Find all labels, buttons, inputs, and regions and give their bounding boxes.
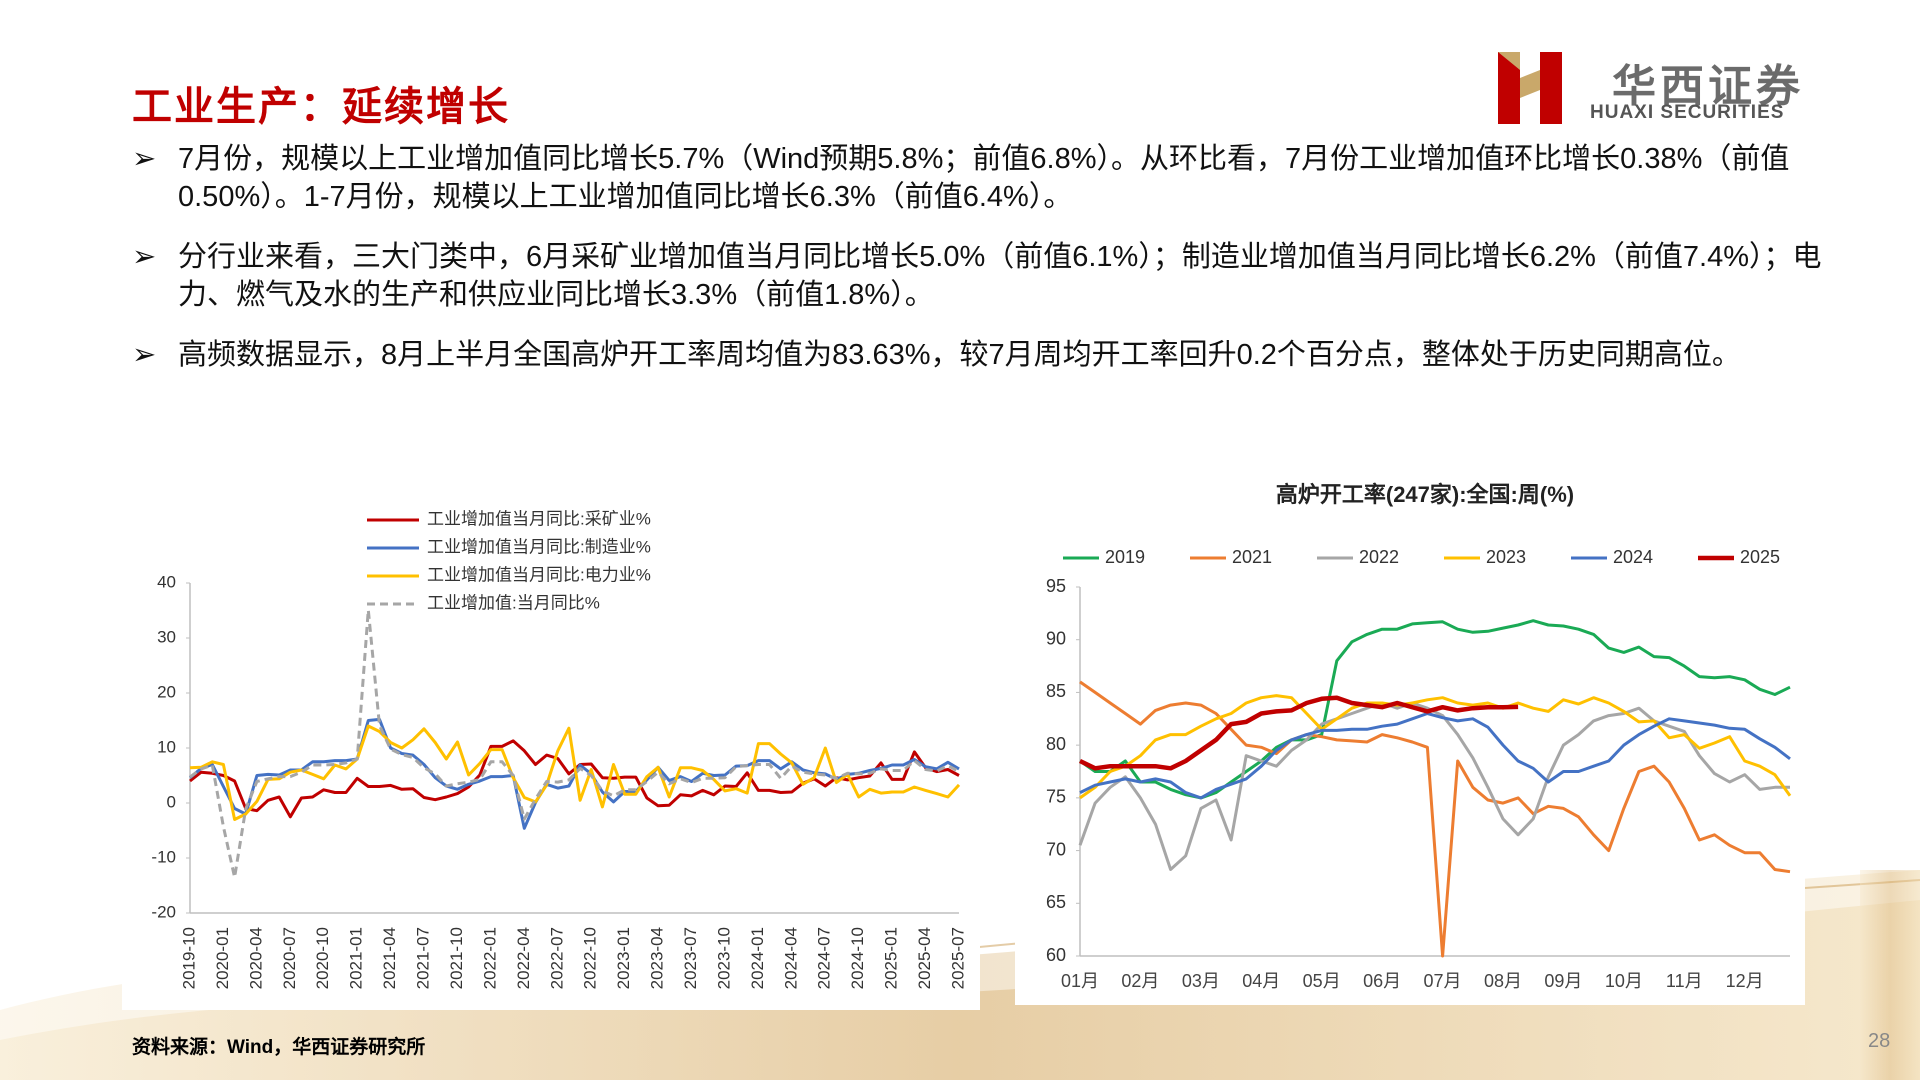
logo-mark (1498, 52, 1562, 124)
x-tick-label: 09月 (1544, 971, 1582, 991)
page-number: 28 (1868, 1030, 1891, 1052)
x-tick-label: 2022-10 (581, 927, 600, 989)
bullet: 分行业来看，三大门类中，6月采矿业增加值当月同比增长5.0%（前值6.1%）；制… (132, 238, 1832, 314)
x-tick-label: 2025-04 (915, 927, 934, 989)
series-line (1079, 695, 1519, 771)
y-tick-label: -10 (151, 847, 176, 866)
legend-label: 工业增加值当月同比:采矿业% (427, 509, 651, 528)
x-tick-label: 2022-04 (514, 927, 533, 989)
x-tick-label: 2022-01 (480, 927, 499, 989)
logo-subtext: HUAXI SECURITIES (1590, 102, 1785, 123)
y-tick-label: 40 (157, 572, 176, 591)
chart-panel (1015, 465, 1805, 1005)
legend-label: 2023 (1486, 547, 1526, 567)
y-tick-label: 65 (1046, 892, 1066, 912)
x-tick-label: 2021-07 (414, 927, 433, 989)
legend-label: 2021 (1232, 547, 1272, 567)
x-tick-label: 05月 (1303, 971, 1341, 991)
y-tick-label: 30 (157, 627, 176, 646)
y-tick-label: -20 (151, 902, 176, 921)
x-tick-label: 04月 (1242, 971, 1280, 991)
y-tick-label: 75 (1046, 787, 1066, 807)
y-tick-label: 70 (1046, 839, 1066, 859)
bullet: 高频数据显示，8月上半月全国高炉开工率周均值为83.63%，较7月周均开工率回升… (132, 336, 1832, 374)
legend-label: 2022 (1359, 547, 1399, 567)
bullet-list: 7月份，规模以上工业增加值同比增长5.7%（Wind预期5.8%；前值6.8%）… (132, 140, 1832, 396)
series-line (1079, 694, 1792, 800)
x-tick-label: 08月 (1484, 971, 1522, 991)
bullet: 7月份，规模以上工业增加值同比增长5.7%（Wind预期5.8%；前值6.8%）… (132, 140, 1832, 216)
x-tick-label: 07月 (1424, 971, 1462, 991)
chart-panel (122, 450, 980, 1010)
x-tick-label: 06月 (1363, 971, 1401, 991)
x-tick-label: 2020-01 (213, 927, 232, 989)
series-line (189, 724, 961, 821)
legend-label: 2025 (1740, 547, 1780, 567)
legend-label: 工业增加值当月同比:电力业% (427, 565, 651, 584)
source-note: 资料来源：Wind，华西证券研究所 (132, 1037, 426, 1058)
y-tick-label: 90 (1046, 628, 1066, 648)
legend-label: 2019 (1105, 547, 1145, 567)
y-tick-label: 10 (157, 737, 176, 756)
x-tick-label: 2024-01 (748, 927, 767, 989)
legend-label: 工业增加值:当月同比% (427, 593, 600, 612)
x-tick-label: 2024-10 (848, 927, 867, 989)
x-tick-label: 03月 (1182, 971, 1220, 991)
x-tick-label: 2023-10 (714, 927, 733, 989)
x-tick-label: 2019-10 (179, 927, 198, 989)
x-tick-label: 2020-07 (280, 927, 299, 989)
series-line (189, 608, 960, 879)
wave (1860, 870, 1920, 1080)
x-tick-label: 2023-01 (614, 927, 633, 989)
slide-title: 工业生产：延续增长 (132, 85, 510, 129)
x-tick-label: 2023-07 (681, 927, 700, 989)
y-tick-label: 80 (1046, 734, 1066, 754)
logo-text: 华西证券 (1612, 62, 1804, 111)
series-line (1078, 701, 1790, 871)
chart-title: 高炉开工率(247家):全国:周(%) (1276, 482, 1574, 507)
x-tick-label: 2021-10 (447, 927, 466, 989)
x-tick-label: 2024-07 (815, 927, 834, 989)
series-line (1079, 680, 1791, 958)
x-tick-label: 2020-10 (313, 927, 332, 989)
wave (0, 900, 1920, 1080)
x-tick-label: 2021-01 (347, 927, 366, 989)
series-line (1079, 712, 1791, 800)
x-tick-label: 2020-04 (246, 927, 265, 989)
x-tick-label: 2023-04 (648, 927, 667, 989)
x-tick-label: 2021-04 (380, 927, 399, 989)
x-tick-label: 12月 (1726, 971, 1764, 991)
x-tick-label: 01月 (1061, 971, 1099, 991)
y-tick-label: 20 (157, 682, 176, 701)
x-tick-label: 11月 (1666, 971, 1703, 991)
legend-label: 工业增加值当月同比:制造业% (427, 537, 651, 556)
y-tick-label: 85 (1046, 681, 1066, 701)
x-tick-label: 2025-07 (948, 927, 967, 989)
x-tick-label: 2025-01 (882, 927, 901, 989)
x-tick-label: 10月 (1605, 971, 1643, 991)
x-tick-label: 2024-04 (781, 927, 800, 989)
y-tick-label: 60 (1046, 945, 1066, 965)
y-tick-label: 0 (167, 792, 176, 811)
x-tick-label: 2022-07 (547, 927, 566, 989)
y-tick-label: 95 (1046, 576, 1066, 596)
legend-label: 2024 (1613, 547, 1653, 567)
x-tick-label: 02月 (1121, 971, 1159, 991)
